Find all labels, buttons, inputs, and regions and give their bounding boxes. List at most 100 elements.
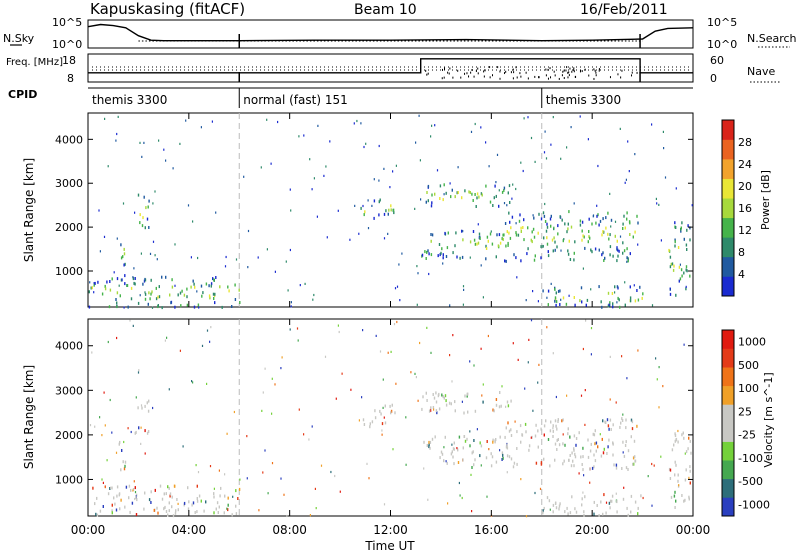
scatter-cell xyxy=(603,230,605,234)
nave-point xyxy=(449,67,451,70)
scatter-cell xyxy=(607,445,609,449)
scatter-cell xyxy=(609,301,611,305)
scatter-cell xyxy=(677,429,679,433)
scatter-cell xyxy=(453,441,455,445)
scatter-cell xyxy=(389,404,391,408)
scatter-cell xyxy=(503,202,506,205)
nave-point xyxy=(477,67,479,70)
scatter-cell xyxy=(547,289,550,293)
colorbar-tick-label: -100 xyxy=(738,452,763,465)
scatter-cell xyxy=(678,265,681,269)
scatter-cell xyxy=(567,512,569,516)
scatter-cell xyxy=(525,299,527,302)
scatter-cell xyxy=(573,202,575,205)
scatter-cell xyxy=(597,164,599,168)
scatter-cell xyxy=(213,511,215,515)
ytick-label: 4000 xyxy=(55,340,83,353)
scatter-cell xyxy=(401,252,403,255)
scatter-cell xyxy=(463,435,465,438)
scatter-cell xyxy=(247,266,249,269)
scatter-cell xyxy=(439,253,441,257)
scatter-cell xyxy=(625,466,628,470)
scatter-cell xyxy=(277,120,279,124)
nave-point xyxy=(510,71,512,74)
scatter-cell xyxy=(127,427,129,430)
scatter-cell xyxy=(457,448,459,452)
scatter-cell xyxy=(658,203,660,206)
scatter-cell xyxy=(602,512,604,516)
scatter-cell xyxy=(630,435,632,439)
scatter-cell xyxy=(566,230,568,234)
scatter-cell xyxy=(521,433,523,437)
scatter-cell xyxy=(616,259,618,263)
scatter-cell xyxy=(522,226,524,229)
scatter-cell xyxy=(146,401,148,405)
scatter-cell xyxy=(543,236,545,240)
scatter-cell xyxy=(116,291,119,295)
scatter-cell xyxy=(625,426,627,430)
nave-point xyxy=(579,70,581,73)
scatter-cell xyxy=(593,465,595,469)
scatter-cell xyxy=(480,444,483,448)
scatter-cell xyxy=(405,416,407,419)
cpid-label: CPID xyxy=(8,88,37,101)
scatter-cell xyxy=(480,264,482,267)
scatter-cell xyxy=(133,267,135,270)
nave-point xyxy=(516,76,518,79)
scatter-cell xyxy=(429,408,432,412)
scatter-cell xyxy=(546,496,549,500)
scatter-cell xyxy=(444,394,447,398)
scatter-cell xyxy=(685,468,687,472)
scatter-cell xyxy=(421,253,424,257)
scatter-cell xyxy=(325,165,327,168)
scatter-cell xyxy=(616,285,619,289)
scatter-cell xyxy=(470,473,472,476)
scatter-cell xyxy=(290,209,292,212)
scatter-cell xyxy=(261,409,263,412)
scatter-cell xyxy=(480,192,483,196)
scatter-cell xyxy=(349,238,351,241)
scatter-cell xyxy=(552,435,554,438)
scatter-cell xyxy=(200,284,203,288)
scatter-cell xyxy=(594,459,597,463)
scatter-cell xyxy=(567,222,569,226)
scatter-cell xyxy=(433,396,436,400)
scatter-cell xyxy=(569,511,572,515)
scatter-cell xyxy=(627,257,629,261)
scatter-cell xyxy=(627,449,630,453)
scatter-cell xyxy=(119,440,121,444)
scatter-cell xyxy=(559,289,561,293)
scatter-cell xyxy=(179,142,181,145)
scatter-cell xyxy=(431,201,433,205)
scatter-cell xyxy=(627,140,629,143)
scatter-cell xyxy=(186,295,188,299)
scatter-cell xyxy=(206,329,209,332)
scatter-cell xyxy=(612,441,614,445)
scatter-cell xyxy=(170,301,172,305)
scatter-cell xyxy=(227,496,229,500)
scatter-cell xyxy=(432,406,435,409)
scatter-cell xyxy=(449,182,451,185)
scatter-cell xyxy=(471,466,473,469)
scatter-cell xyxy=(675,226,677,229)
scatter-cell xyxy=(394,287,397,290)
nave-point xyxy=(553,70,555,73)
scatter-cell xyxy=(571,451,573,455)
scatter-cell xyxy=(427,199,429,203)
scatter-cell xyxy=(142,216,144,220)
scatter-cell xyxy=(454,244,456,248)
scatter-cell xyxy=(106,280,108,284)
scatter-cell xyxy=(154,254,156,257)
scatter-cell xyxy=(531,240,533,244)
scatter-cell xyxy=(495,181,497,184)
scatter-cell xyxy=(552,352,554,355)
scatter-cell xyxy=(235,489,237,493)
scatter-cell xyxy=(313,293,315,297)
scatter-cell xyxy=(457,191,459,194)
scatter-cell xyxy=(535,461,538,465)
scatter-cell xyxy=(530,319,533,322)
scatter-cell xyxy=(168,486,170,490)
scatter-cell xyxy=(554,296,557,300)
scatter-cell xyxy=(485,184,487,188)
scatter-cell xyxy=(631,427,634,431)
